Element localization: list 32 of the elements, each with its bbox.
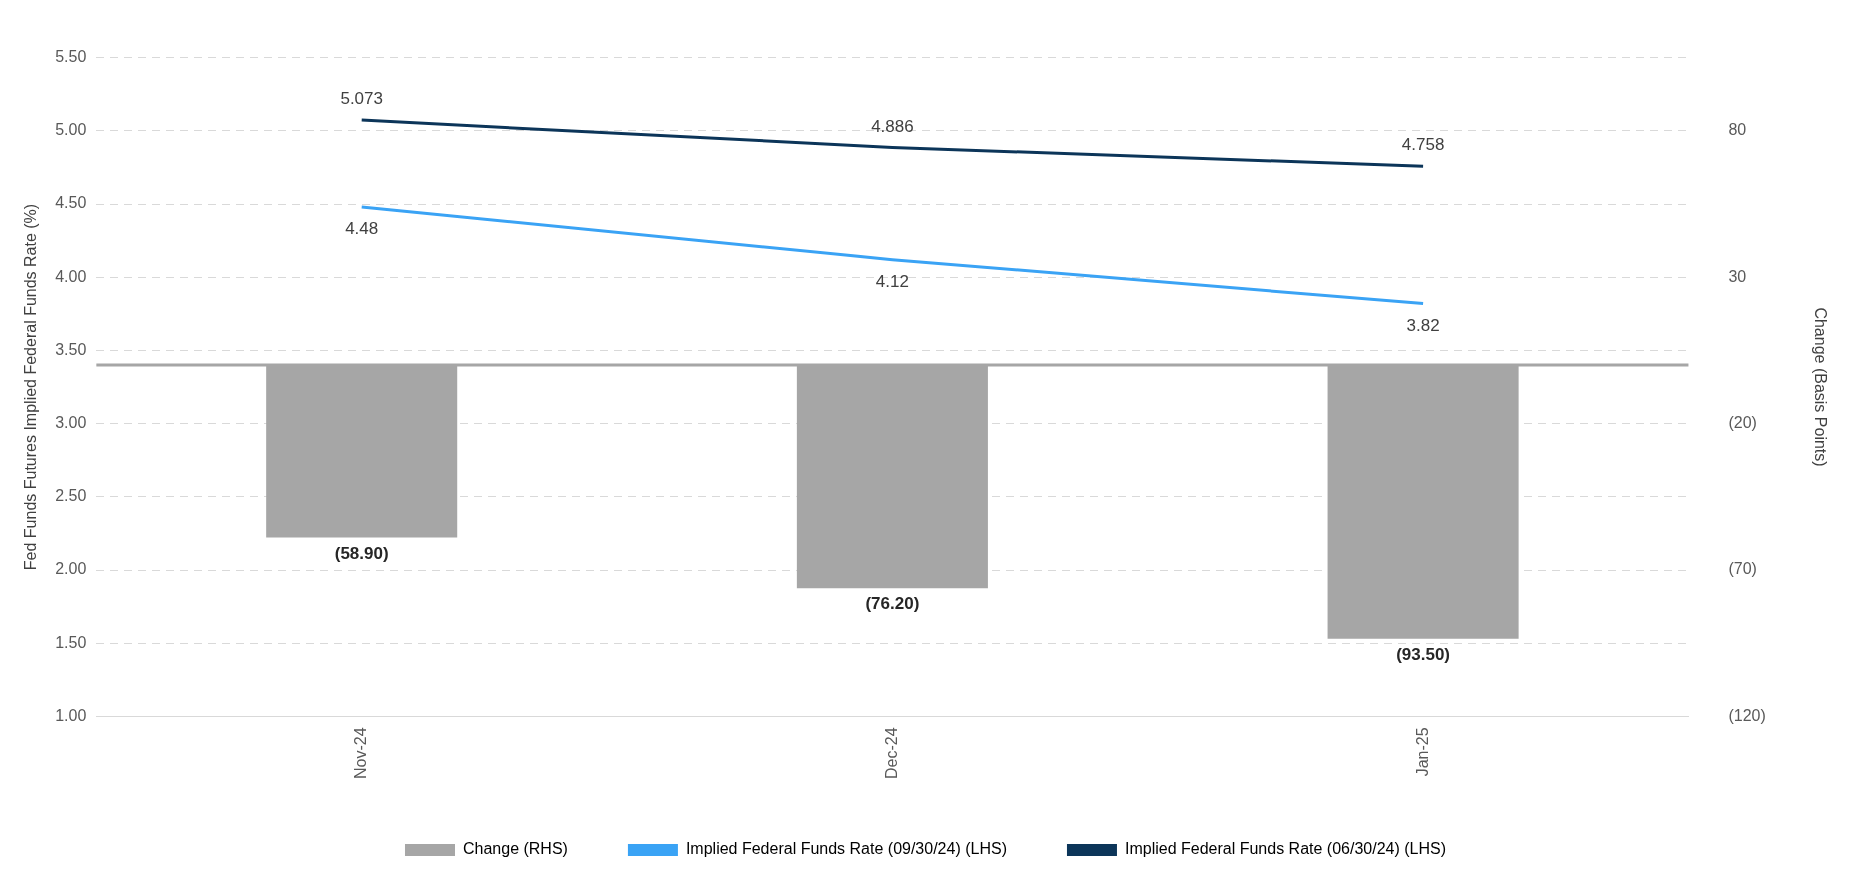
y2-tick-label: 30 [1728,267,1747,285]
x-tick-label: Dec-24 [882,727,900,779]
data-label: 3.82 [1406,315,1440,335]
y2-tick-label: (20) [1728,414,1757,432]
y2-tick-label: (120) [1728,706,1766,724]
data-label: 4.886 [871,116,914,136]
legend-label: Implied Federal Funds Rate (09/30/24) (LHS) [685,840,1007,858]
y2-tick-label: (70) [1728,560,1757,578]
legend-label: Implied Federal Funds Rate (06/30/24) (LHS) [1124,840,1447,858]
data-label: 5.073 [340,89,383,109]
data-label: (76.20) [865,594,920,614]
y-tick-label: 1.00 [55,706,87,724]
y-tick-label: 4.00 [55,267,87,285]
data-label: (58.90) [334,543,389,563]
x-tick-label: Jan-25 [1413,727,1431,777]
y-tick-label: 1.50 [55,633,87,651]
y-tick-label: 3.00 [55,414,87,432]
data-label: 4.48 [345,219,379,239]
y-tick-label: 2.50 [55,487,87,505]
y2-tick-label: 80 [1728,121,1747,139]
y-tick-label: 5.50 [55,48,87,66]
y-tick-label: 5.00 [55,121,87,139]
data-label: 4.12 [875,271,909,291]
y-tick-label: 3.50 [55,340,87,358]
legend-label: Change (RHS) [463,840,568,858]
y-tick-label: 4.50 [55,194,87,212]
data-label: (93.50) [1396,645,1451,665]
y2-axis-title: Change (Basis Points) [1811,307,1829,467]
y-tick-label: 2.00 [55,560,87,578]
x-tick-label: Nov-24 [352,727,370,779]
y-axis-title: Fed Funds Futures Implied Federal Funds Rate (%) [22,203,40,571]
data-label: 4.758 [1401,135,1445,155]
